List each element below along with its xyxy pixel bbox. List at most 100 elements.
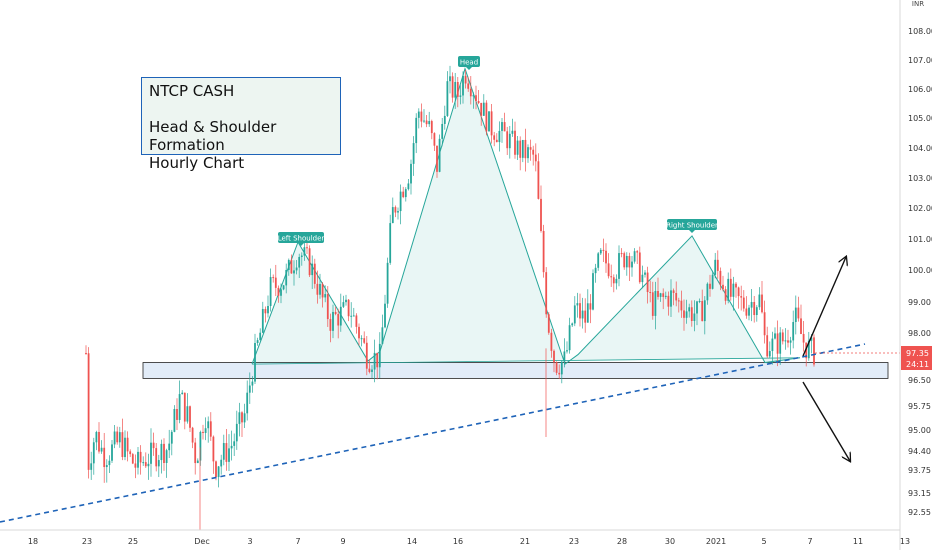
candle-body xyxy=(755,307,758,316)
candle xyxy=(248,372,251,404)
candle-body xyxy=(321,284,324,298)
candle xyxy=(641,265,644,289)
candle xyxy=(794,295,797,335)
candle-body xyxy=(579,303,581,319)
pattern-point-label: Right Shoulder xyxy=(666,219,718,233)
candle xyxy=(152,432,155,456)
x-tick-label: Dec xyxy=(194,537,209,546)
candle xyxy=(495,133,498,143)
candle-body xyxy=(113,431,116,445)
candle-body xyxy=(618,253,620,279)
candle xyxy=(727,272,730,304)
candle-body xyxy=(267,306,269,314)
support-zone xyxy=(142,362,889,379)
candle-body xyxy=(638,252,641,283)
candle-body xyxy=(246,392,249,414)
candle xyxy=(230,430,233,461)
candle-body xyxy=(625,255,628,268)
candle xyxy=(176,398,178,430)
candle xyxy=(147,453,150,480)
candle-body xyxy=(631,261,633,268)
candle xyxy=(672,288,675,306)
candle-body xyxy=(664,295,667,297)
candle-body xyxy=(415,117,418,144)
candle-body xyxy=(300,255,303,257)
candle xyxy=(558,364,561,380)
candle xyxy=(394,205,397,218)
candle-body xyxy=(373,352,376,370)
candle xyxy=(776,320,779,367)
candle-body xyxy=(404,189,407,198)
candle-body xyxy=(605,250,607,264)
candle xyxy=(228,434,230,472)
candle-body xyxy=(748,307,750,316)
candle-body xyxy=(550,332,553,351)
instrument-name: NTCP CASH xyxy=(149,82,235,100)
candle xyxy=(677,297,680,313)
candle xyxy=(178,380,181,424)
candle xyxy=(85,345,87,355)
candle xyxy=(410,159,412,195)
candle-body xyxy=(139,451,142,463)
candle-body xyxy=(433,133,436,146)
candle xyxy=(113,424,116,449)
candle-body xyxy=(693,313,696,322)
candle xyxy=(571,322,574,327)
candle-body xyxy=(776,333,779,354)
candle-body xyxy=(527,147,529,159)
x-tick-label: 18 xyxy=(28,537,38,546)
x-tick-label: 7 xyxy=(807,537,812,546)
candle-body xyxy=(337,314,340,326)
candle-body xyxy=(233,441,236,446)
candle xyxy=(745,296,748,319)
candle xyxy=(454,72,457,109)
candle-body xyxy=(181,392,184,395)
candle xyxy=(722,275,724,292)
candle-body xyxy=(95,431,98,443)
candle-body xyxy=(521,139,524,158)
candle xyxy=(534,143,537,172)
candle xyxy=(134,454,137,479)
candle xyxy=(204,417,207,441)
candle-body xyxy=(779,332,782,354)
candle-body xyxy=(378,343,381,368)
candle-body xyxy=(407,183,410,190)
candle xyxy=(636,250,639,264)
last-price-tag: 97.35 24:11 xyxy=(901,346,932,370)
candle xyxy=(222,434,225,466)
candle-body xyxy=(313,263,316,284)
candle xyxy=(183,392,186,430)
candle-body xyxy=(155,448,158,467)
candle xyxy=(662,288,665,310)
candle xyxy=(615,274,618,290)
y-tick-label: 95.75 xyxy=(908,402,931,411)
candle-body xyxy=(204,428,207,433)
candle xyxy=(251,376,254,393)
candle-body xyxy=(209,421,212,437)
candle xyxy=(295,260,298,275)
candle xyxy=(519,136,522,171)
candle xyxy=(477,90,480,105)
candle xyxy=(207,416,210,443)
candle xyxy=(165,448,168,478)
candle xyxy=(602,238,605,262)
candle xyxy=(311,255,314,289)
candle xyxy=(659,292,662,302)
candle-body xyxy=(274,277,277,288)
candle-body xyxy=(163,443,165,463)
candle xyxy=(464,70,467,89)
candle-body xyxy=(410,163,412,184)
candle-body xyxy=(568,325,571,351)
candle-body xyxy=(345,299,347,303)
candle-body xyxy=(802,333,805,343)
y-tick-label: 107.00 xyxy=(908,56,932,65)
candle-body xyxy=(464,75,467,84)
label-background xyxy=(278,232,324,243)
candle-body xyxy=(488,111,490,132)
candle xyxy=(540,185,542,233)
candle-body xyxy=(150,442,152,464)
candle xyxy=(345,294,347,306)
candle xyxy=(514,121,516,159)
candle-body xyxy=(425,120,428,125)
candle xyxy=(467,76,470,92)
